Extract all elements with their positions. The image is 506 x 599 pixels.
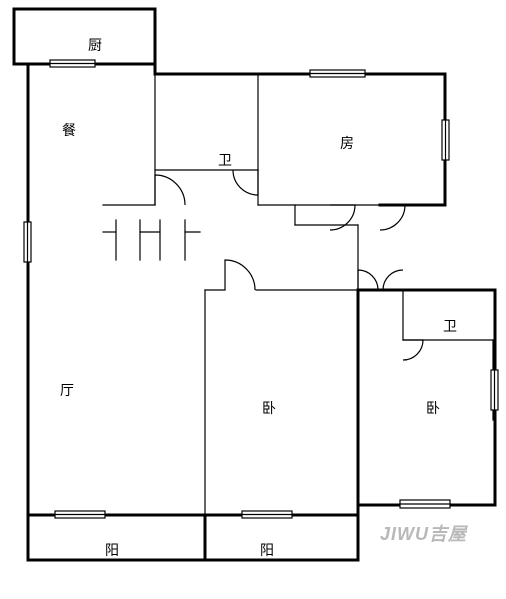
watermark: JIWU吉屋 bbox=[380, 520, 467, 546]
label-bed2: 卧 bbox=[426, 398, 440, 418]
label-balcony1: 阳 bbox=[105, 540, 119, 560]
label-balcony2: 阳 bbox=[260, 540, 274, 560]
label-kitchen: 厨 bbox=[88, 35, 102, 55]
label-bed1: 卧 bbox=[262, 398, 276, 418]
label-room: 房 bbox=[340, 133, 354, 153]
label-bath1: 卫 bbox=[218, 150, 232, 170]
label-bath2: 卫 bbox=[443, 316, 457, 336]
label-living: 厅 bbox=[60, 380, 74, 400]
label-dining: 餐 bbox=[62, 120, 76, 140]
